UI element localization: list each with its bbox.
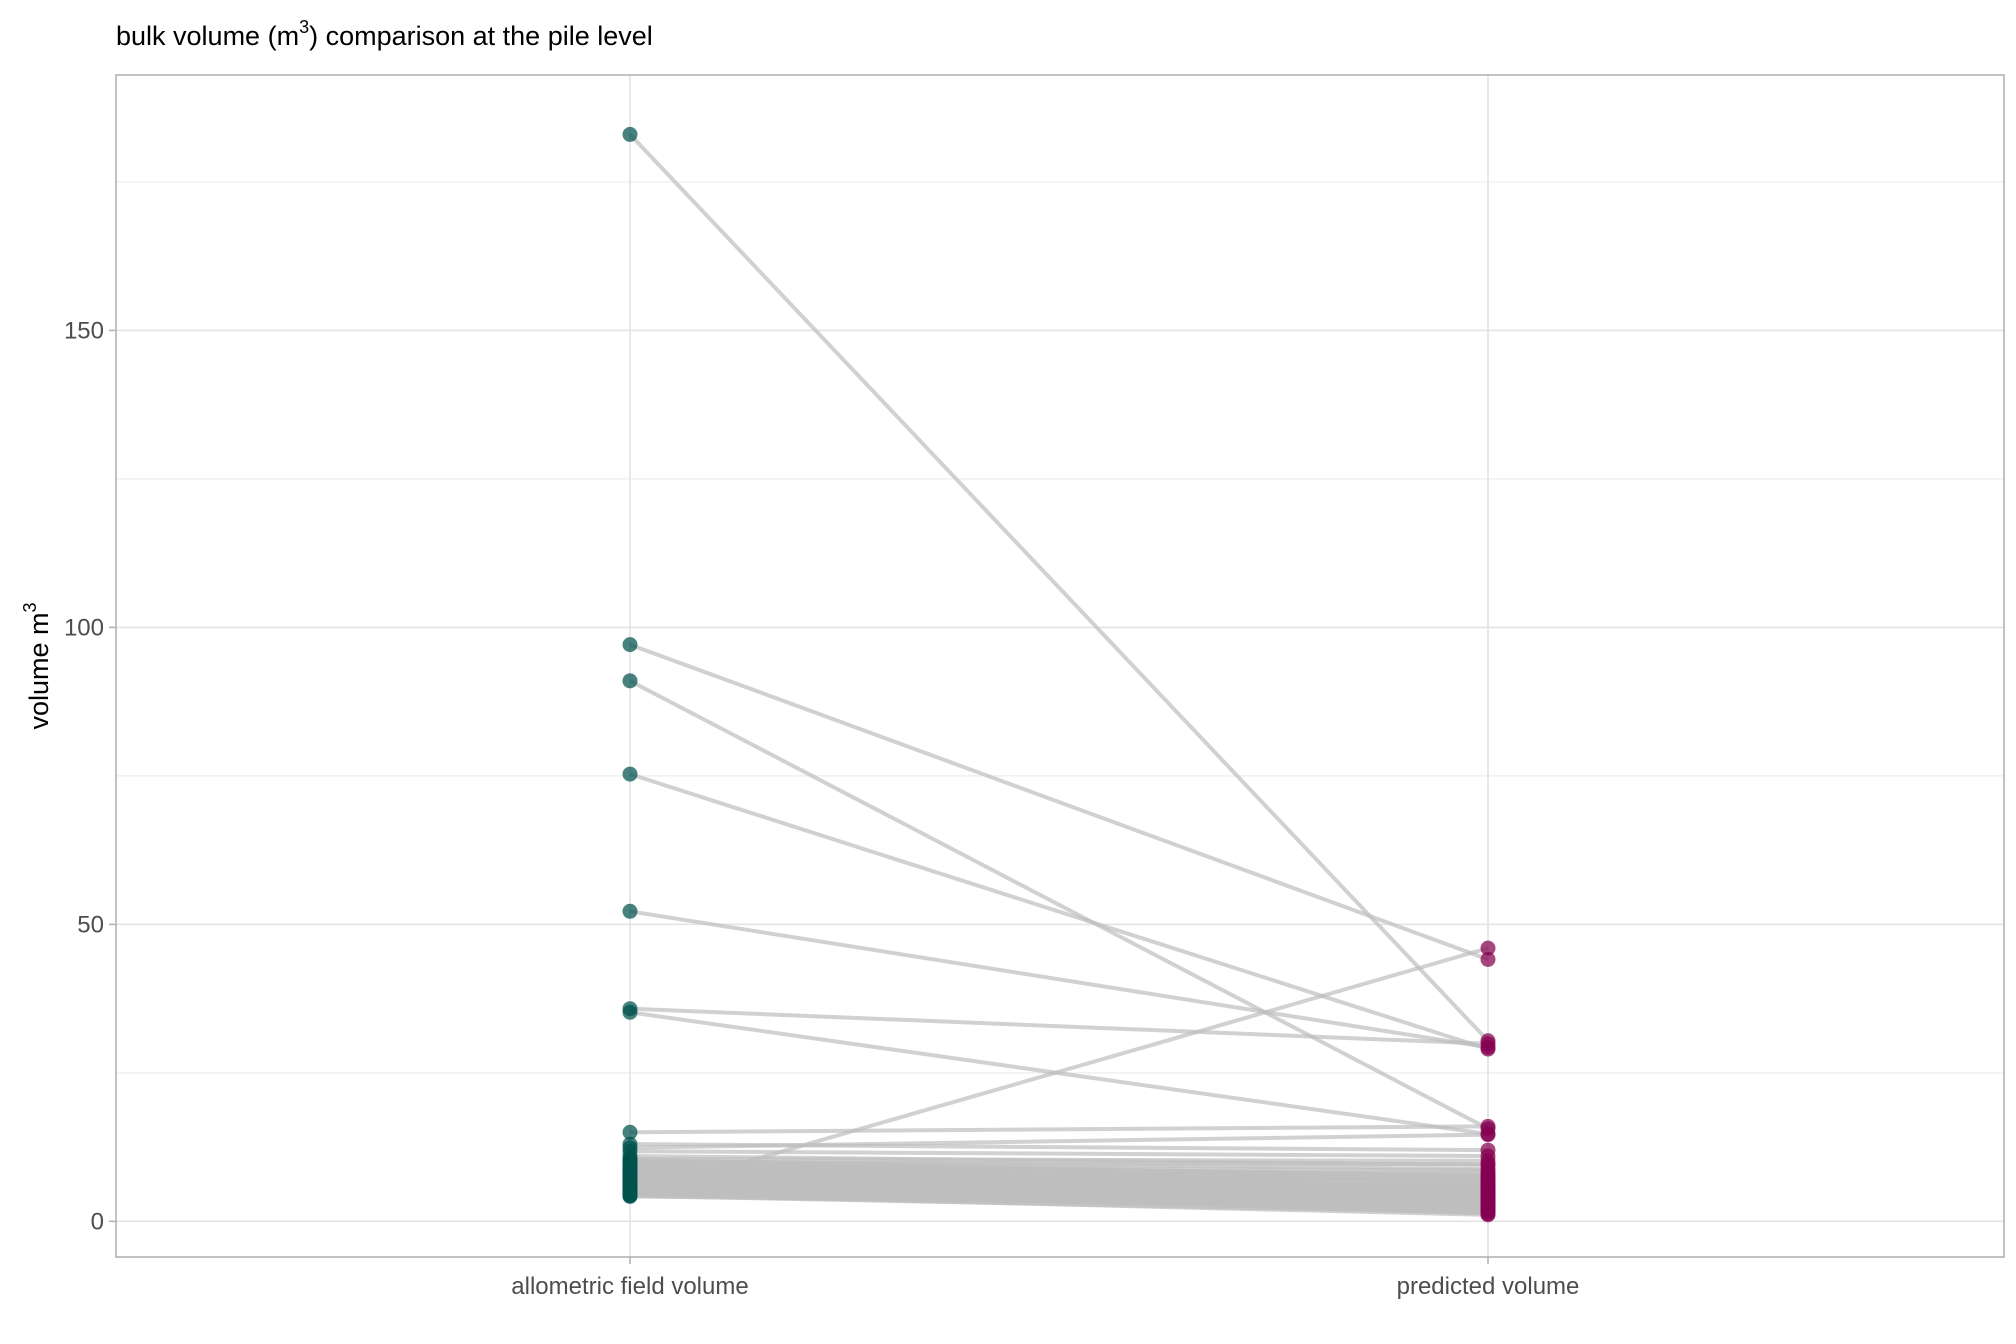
pair-line (629, 772, 1489, 1052)
pair-line (628, 133, 1490, 1043)
pair-line (629, 679, 1489, 1131)
pair-line (629, 1006, 1489, 1046)
allometric-point (622, 673, 638, 689)
allometric-point (622, 1187, 638, 1203)
pair-lines (628, 133, 1490, 1217)
pair-line (629, 1182, 1489, 1210)
allometric-points (622, 126, 638, 1204)
pair-line (629, 1175, 1489, 1200)
x-axis-ticks: allometric field volume predicted volume (511, 1257, 1579, 1300)
pair-line (629, 1170, 1489, 1194)
pair-line (629, 946, 1489, 1198)
major-gridlines (116, 75, 2004, 1257)
pair-line (629, 1161, 1489, 1185)
x-tick-label: predicted volume (1397, 1273, 1580, 1300)
pair-line (629, 1173, 1489, 1197)
y-tick-label: 100 (64, 614, 104, 641)
allometric-point (622, 903, 638, 919)
pair-line (629, 909, 1489, 1050)
pair-line (629, 1149, 1489, 1159)
chart-title: bulk volume (m3) comparison at the pile … (116, 17, 653, 51)
pair-line (629, 642, 1489, 962)
allometric-point (622, 1004, 638, 1020)
predicted-points (1480, 940, 1496, 1223)
pair-line (629, 1157, 1489, 1180)
pair-line (629, 1124, 1489, 1135)
panel-border (115, 74, 2005, 1258)
pair-line (629, 1165, 1489, 1188)
allometric-point (622, 637, 638, 653)
predicted-point (1480, 951, 1496, 967)
predicted-point (1480, 940, 1496, 956)
y-tick-label: 0 (91, 1208, 104, 1235)
predicted-point (1480, 1036, 1496, 1052)
allometric-point (622, 1152, 638, 1168)
chart-title-superscript: 3 (299, 17, 309, 37)
x-tick-label: allometric field volume (511, 1273, 748, 1300)
pair-line (629, 1132, 1489, 1150)
y-axis-ticks: 0 50 100 150 (64, 317, 116, 1235)
allometric-point (622, 126, 638, 142)
y-tick-label: 50 (77, 911, 104, 938)
predicted-point (1480, 1169, 1496, 1185)
y-tick-label: 150 (64, 317, 104, 344)
y-axis-label: volume m3 (20, 602, 54, 729)
pair-line (629, 1177, 1489, 1202)
pair-line (629, 1180, 1489, 1206)
predicted-point (1480, 1127, 1496, 1143)
pair-line (629, 1168, 1489, 1191)
allometric-point (622, 766, 638, 782)
y-axis-label-superscript: 3 (20, 602, 40, 612)
pair-line (629, 1156, 1489, 1163)
pair-line (629, 1184, 1489, 1216)
allometric-point (622, 1124, 638, 1140)
pair-line (629, 1192, 1489, 1217)
